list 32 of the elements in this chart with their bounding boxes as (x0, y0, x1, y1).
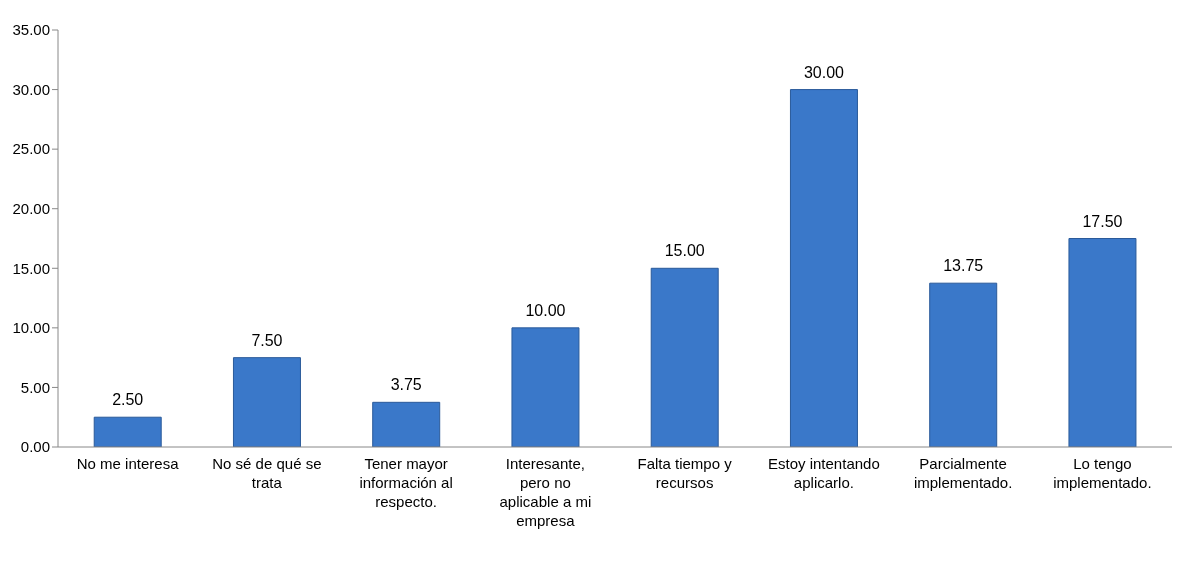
data-label: 30.00 (803, 63, 845, 81)
x-tick-label: Falta tiempo y recursos (637, 455, 733, 491)
bar (929, 282, 998, 447)
bar (789, 89, 858, 447)
bar (1068, 238, 1137, 447)
bar (511, 327, 580, 447)
y-tick-label: 0.00 (20, 438, 50, 456)
y-tick-label: 35.00 (12, 21, 50, 39)
y-tick-label: 30.00 (12, 80, 50, 98)
y-tick-label: 5.00 (20, 378, 50, 396)
x-tick-label: No sé de qué se trata (212, 455, 322, 491)
x-tick-label: Parcialmente implementado. (913, 455, 1013, 491)
bar (232, 357, 301, 447)
data-label: 13.75 (943, 257, 984, 275)
bar (93, 416, 162, 447)
bar (372, 401, 441, 447)
y-tick-label: 15.00 (12, 259, 50, 277)
data-label: 17.50 (1082, 212, 1123, 230)
x-tick-label: Lo tengo implementado. (1053, 455, 1152, 491)
data-label: 7.50 (251, 331, 283, 349)
y-tick-label: 10.00 (12, 319, 50, 337)
data-label: 3.75 (390, 376, 422, 394)
bar (650, 267, 719, 447)
x-tick-label: Tener mayor información al respecto. (359, 455, 453, 510)
data-label: 2.50 (112, 391, 144, 409)
x-tick-label: No me interesa (76, 455, 180, 472)
y-tick-label: 20.00 (12, 200, 50, 218)
y-tick-label: 25.00 (12, 140, 50, 158)
x-tick-label: Estoy intentando aplicarlo. (768, 455, 880, 491)
x-tick-label: Interesante, pero no aplicable a mi empresa (499, 455, 592, 529)
data-label: 15.00 (664, 242, 705, 260)
data-label: 10.00 (525, 301, 566, 319)
